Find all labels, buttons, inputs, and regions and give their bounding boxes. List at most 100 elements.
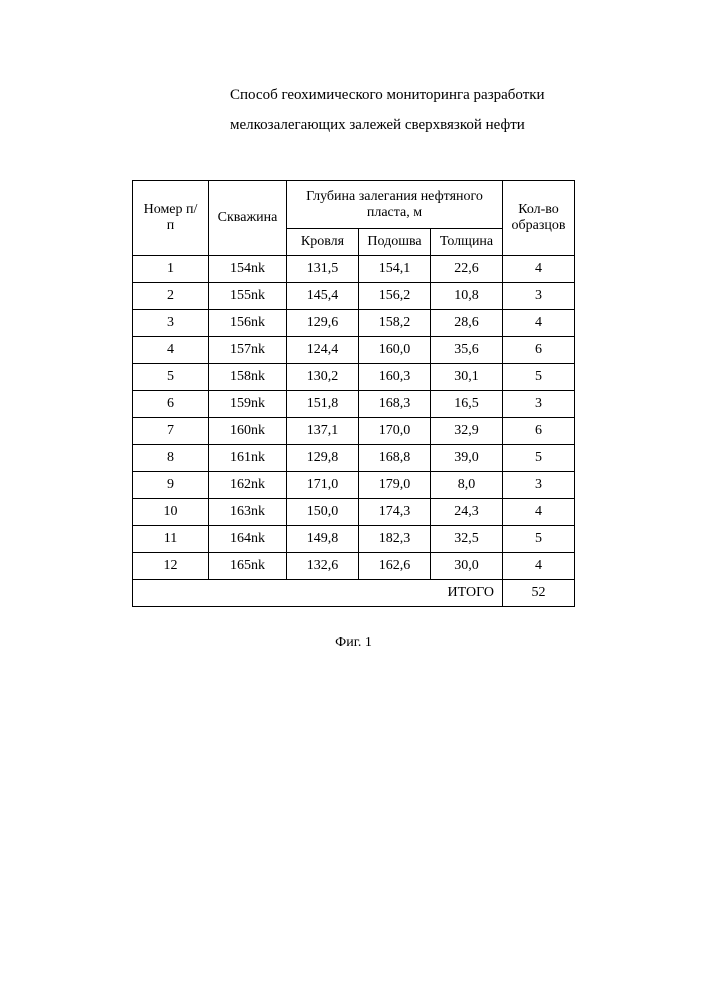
table-row: 2 155nk 145,4 156,2 10,8 3: [133, 283, 575, 310]
document-title: Способ геохимического мониторинга разраб…: [230, 80, 627, 140]
cell-well: 159nk: [209, 391, 287, 418]
cell-thick: 35,6: [431, 337, 503, 364]
table-row: 8 161nk 129,8 168,8 39,0 5: [133, 445, 575, 472]
cell-thick: 28,6: [431, 310, 503, 337]
cell-n: 10: [133, 499, 209, 526]
cell-well: 163nk: [209, 499, 287, 526]
cell-n: 6: [133, 391, 209, 418]
cell-n: 2: [133, 283, 209, 310]
cell-sole: 154,1: [359, 256, 431, 283]
header-well: Скважина: [209, 181, 287, 256]
cell-roof: 151,8: [287, 391, 359, 418]
cell-thick: 32,5: [431, 526, 503, 553]
cell-well: 156nk: [209, 310, 287, 337]
cell-roof: 129,6: [287, 310, 359, 337]
cell-sole: 179,0: [359, 472, 431, 499]
cell-samples: 5: [503, 445, 575, 472]
header-thickness: Толщина: [431, 229, 503, 256]
cell-n: 9: [133, 472, 209, 499]
cell-thick: 8,0: [431, 472, 503, 499]
cell-sole: 170,0: [359, 418, 431, 445]
cell-thick: 30,0: [431, 553, 503, 580]
cell-well: 154nk: [209, 256, 287, 283]
cell-thick: 22,6: [431, 256, 503, 283]
table-row: 10 163nk 150,0 174,3 24,3 4: [133, 499, 575, 526]
table-body: 1 154nk 131,5 154,1 22,6 4 2 155nk 145,4…: [133, 256, 575, 607]
table-row: 1 154nk 131,5 154,1 22,6 4: [133, 256, 575, 283]
cell-sole: 182,3: [359, 526, 431, 553]
cell-well: 157nk: [209, 337, 287, 364]
table-row: 6 159nk 151,8 168,3 16,5 3: [133, 391, 575, 418]
cell-samples: 6: [503, 418, 575, 445]
cell-thick: 32,9: [431, 418, 503, 445]
cell-sole: 156,2: [359, 283, 431, 310]
cell-sole: 168,3: [359, 391, 431, 418]
cell-well: 162nk: [209, 472, 287, 499]
document-page: Способ геохимического мониторинга разраб…: [0, 0, 707, 651]
cell-thick: 30,1: [431, 364, 503, 391]
cell-well: 161nk: [209, 445, 287, 472]
table-row: 3 156nk 129,6 158,2 28,6 4: [133, 310, 575, 337]
cell-n: 7: [133, 418, 209, 445]
cell-thick: 39,0: [431, 445, 503, 472]
cell-well: 160nk: [209, 418, 287, 445]
cell-sole: 160,3: [359, 364, 431, 391]
cell-roof: 129,8: [287, 445, 359, 472]
cell-roof: 171,0: [287, 472, 359, 499]
table-row: 5 158nk 130,2 160,3 30,1 5: [133, 364, 575, 391]
cell-thick: 16,5: [431, 391, 503, 418]
cell-samples: 4: [503, 310, 575, 337]
cell-roof: 132,6: [287, 553, 359, 580]
table-row: 11 164nk 149,8 182,3 32,5 5: [133, 526, 575, 553]
header-depth-group: Глубина залегания нефтяного пласта, м: [287, 181, 503, 229]
cell-thick: 24,3: [431, 499, 503, 526]
cell-n: 5: [133, 364, 209, 391]
cell-samples: 3: [503, 283, 575, 310]
header-roof: Кровля: [287, 229, 359, 256]
cell-samples: 6: [503, 337, 575, 364]
cell-samples: 5: [503, 364, 575, 391]
cell-well: 158nk: [209, 364, 287, 391]
table-footer-row: ИТОГО 52: [133, 580, 575, 607]
footer-label: ИТОГО: [431, 580, 503, 607]
cell-n: 1: [133, 256, 209, 283]
footer-total: 52: [503, 580, 575, 607]
cell-samples: 3: [503, 391, 575, 418]
header-samples: Кол-во образцов: [503, 181, 575, 256]
cell-sole: 162,6: [359, 553, 431, 580]
cell-well: 164nk: [209, 526, 287, 553]
cell-roof: 145,4: [287, 283, 359, 310]
cell-roof: 124,4: [287, 337, 359, 364]
cell-samples: 4: [503, 499, 575, 526]
cell-samples: 5: [503, 526, 575, 553]
title-line-2: мелкозалегающих залежей сверхвязкой нефт…: [230, 117, 525, 133]
cell-n: 8: [133, 445, 209, 472]
cell-thick: 10,8: [431, 283, 503, 310]
table-row: 9 162nk 171,0 179,0 8,0 3: [133, 472, 575, 499]
header-number: Номер п/п: [133, 181, 209, 256]
data-table: Номер п/п Скважина Глубина залегания неф…: [132, 180, 575, 607]
table-row: 7 160nk 137,1 170,0 32,9 6: [133, 418, 575, 445]
figure-caption: Фиг. 1: [80, 635, 627, 651]
cell-sole: 158,2: [359, 310, 431, 337]
cell-roof: 130,2: [287, 364, 359, 391]
table-row: 4 157nk 124,4 160,0 35,6 6: [133, 337, 575, 364]
cell-well: 155nk: [209, 283, 287, 310]
table-row: 12 165nk 132,6 162,6 30,0 4: [133, 553, 575, 580]
cell-n: 3: [133, 310, 209, 337]
cell-samples: 4: [503, 553, 575, 580]
cell-roof: 149,8: [287, 526, 359, 553]
cell-roof: 150,0: [287, 499, 359, 526]
cell-sole: 174,3: [359, 499, 431, 526]
title-line-1: Способ геохимического мониторинга разраб…: [230, 87, 545, 103]
cell-roof: 137,1: [287, 418, 359, 445]
footer-empty: [133, 580, 431, 607]
cell-well: 165nk: [209, 553, 287, 580]
cell-samples: 3: [503, 472, 575, 499]
header-sole: Подошва: [359, 229, 431, 256]
cell-n: 12: [133, 553, 209, 580]
cell-sole: 168,8: [359, 445, 431, 472]
cell-n: 11: [133, 526, 209, 553]
cell-sole: 160,0: [359, 337, 431, 364]
table-header-row-1: Номер п/п Скважина Глубина залегания неф…: [133, 181, 575, 229]
